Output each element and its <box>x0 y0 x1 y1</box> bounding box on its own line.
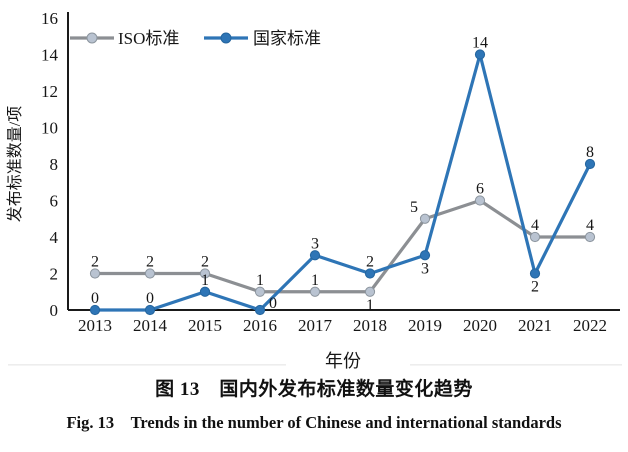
x-tick-label: 2020 <box>463 316 497 335</box>
data-label: 1 <box>366 297 374 314</box>
data-point <box>529 231 541 243</box>
data-point <box>474 195 486 206</box>
data-label: 2 <box>531 279 539 296</box>
data-label: 0 <box>91 290 99 307</box>
data-label: 5 <box>410 199 418 216</box>
y-tick-label: 10 <box>41 119 58 138</box>
data-point <box>419 250 431 261</box>
x-tick-label: 2021 <box>518 316 552 335</box>
x-tick-label: 2013 <box>78 316 112 335</box>
data-point <box>254 304 266 316</box>
data-point <box>419 213 431 224</box>
data-label: 2 <box>201 254 209 271</box>
y-tick-label: 16 <box>41 9 58 28</box>
data-point <box>474 49 486 60</box>
figure-13-chart: 0 2 4 6 8 10 12 14 16 2013 2014 2015 2016 2017 2018 201… <box>6 9 622 371</box>
figure-caption-en: Fig. 13 Trends in the number of Chinese … <box>66 413 562 432</box>
data-label: 4 <box>586 217 594 234</box>
y-tick-label: 6 <box>50 192 59 211</box>
data-point <box>309 286 321 297</box>
legend-label-national: 国家标准 <box>253 29 321 48</box>
x-tick-label: 2017 <box>298 316 333 335</box>
data-label: 3 <box>421 260 429 277</box>
data-label: 6 <box>476 181 484 198</box>
data-point <box>309 250 321 261</box>
data-point <box>89 304 101 316</box>
data-label: 2 <box>366 254 374 271</box>
data-point <box>364 268 376 279</box>
y-tick-label: 4 <box>50 228 59 247</box>
data-point <box>199 286 211 297</box>
data-point <box>584 158 596 170</box>
data-label: 2 <box>91 254 99 271</box>
legend-marker <box>86 32 98 44</box>
data-label: 3 <box>311 235 319 252</box>
figure-caption-zh: 图 13 国内外发布标准数量变化趋势 <box>155 379 473 400</box>
x-tick-label: 2015 <box>188 316 222 335</box>
x-tick-label: 2014 <box>133 316 168 335</box>
data-label: 4 <box>531 217 539 234</box>
x-tick-label: 2022 <box>573 316 607 335</box>
y-axis-title: 发布标准数量/项 <box>6 106 24 222</box>
data-point <box>254 286 266 297</box>
y-tick-label: 12 <box>41 82 58 101</box>
data-point <box>584 231 596 243</box>
y-tick-label: 8 <box>50 155 59 174</box>
data-label: 14 <box>472 35 488 52</box>
data-label: 1 <box>311 272 319 289</box>
x-tick-label: 2016 <box>243 316 277 335</box>
data-point <box>529 268 541 279</box>
data-label: 1 <box>256 272 264 289</box>
y-tick-label: 2 <box>50 265 59 284</box>
data-point <box>144 304 156 316</box>
series-line-iso <box>93 198 592 294</box>
data-label: 0 <box>269 295 277 312</box>
x-tick-label: 2019 <box>408 316 442 335</box>
y-tick-label: 14 <box>41 46 59 65</box>
legend-marker <box>220 32 232 44</box>
legend-label-iso: ISO标准 <box>118 29 179 48</box>
data-point <box>364 286 376 297</box>
faint-rule-left <box>8 364 286 366</box>
data-point <box>144 268 156 279</box>
series-line-national <box>93 52 592 312</box>
x-tick-label: 2018 <box>353 316 387 335</box>
faint-rule-right <box>410 364 622 366</box>
data-label: 1 <box>201 272 209 289</box>
data-point <box>199 268 211 279</box>
data-label: 8 <box>586 144 594 161</box>
data-label: 0 <box>146 290 154 307</box>
data-point <box>89 268 101 279</box>
x-axis-title: 年份 <box>325 351 361 371</box>
y-tick-label: 0 <box>50 301 59 320</box>
data-label: 2 <box>146 254 154 271</box>
